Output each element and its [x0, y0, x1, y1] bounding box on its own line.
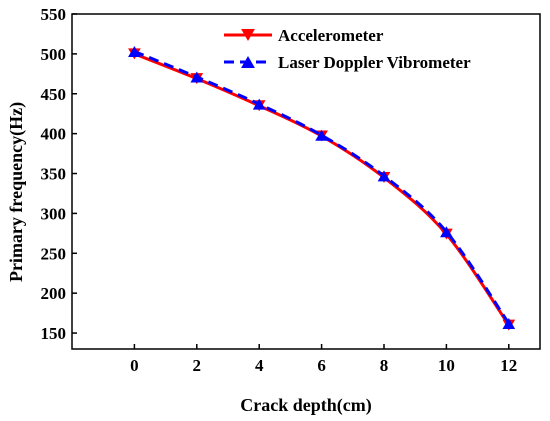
y-axis-title: Primary frequency(Hz) [6, 102, 27, 282]
data-point-laser-doppler-vibrometer [502, 317, 516, 329]
legend: Accelerometer Laser Doppler Vibrometer [224, 26, 471, 72]
y-tick-label: 300 [41, 204, 67, 223]
data-point-laser-doppler-vibrometer [252, 98, 266, 110]
y-tick-label: 550 [41, 5, 67, 24]
data-point-laser-doppler-vibrometer [315, 129, 328, 141]
series-layer [128, 45, 516, 331]
y-tick-label: 500 [41, 45, 67, 64]
y-tick-label: 250 [41, 244, 67, 263]
y-tick-label: 450 [41, 85, 67, 104]
x-tick-label: 6 [317, 356, 326, 375]
axis-layer: 0 2 4 6 8 10 12 150 200 250 300 350 400 450 500 550 [41, 5, 541, 375]
y-tick-label: 200 [41, 284, 67, 303]
x-tick-label: 4 [255, 356, 264, 375]
legend-marker-accelerometer [241, 29, 255, 41]
plot-frame [71, 13, 541, 350]
x-tick-label: 0 [130, 356, 139, 375]
data-point-laser-doppler-vibrometer [377, 170, 391, 182]
x-axis-title: Crack depth(cm) [240, 395, 371, 416]
y-tick-label: 150 [41, 324, 67, 343]
x-tick-label: 8 [380, 356, 389, 375]
x-tick-label: 2 [193, 356, 202, 375]
data-point-laser-doppler-vibrometer [128, 45, 141, 57]
legend-label-laser-doppler-vibrometer: Laser Doppler Vibrometer [278, 53, 471, 72]
data-point-laser-doppler-vibrometer [190, 71, 204, 83]
data-point-laser-doppler-vibrometer [440, 226, 453, 238]
y-tick-label: 350 [41, 165, 67, 184]
x-tick-label: 10 [438, 356, 455, 375]
legend-marker-laser-doppler-vibrometer [241, 56, 255, 68]
legend-label-accelerometer: Accelerometer [278, 26, 384, 45]
x-tick-label: 12 [500, 356, 517, 375]
y-tick-label: 400 [41, 125, 67, 144]
